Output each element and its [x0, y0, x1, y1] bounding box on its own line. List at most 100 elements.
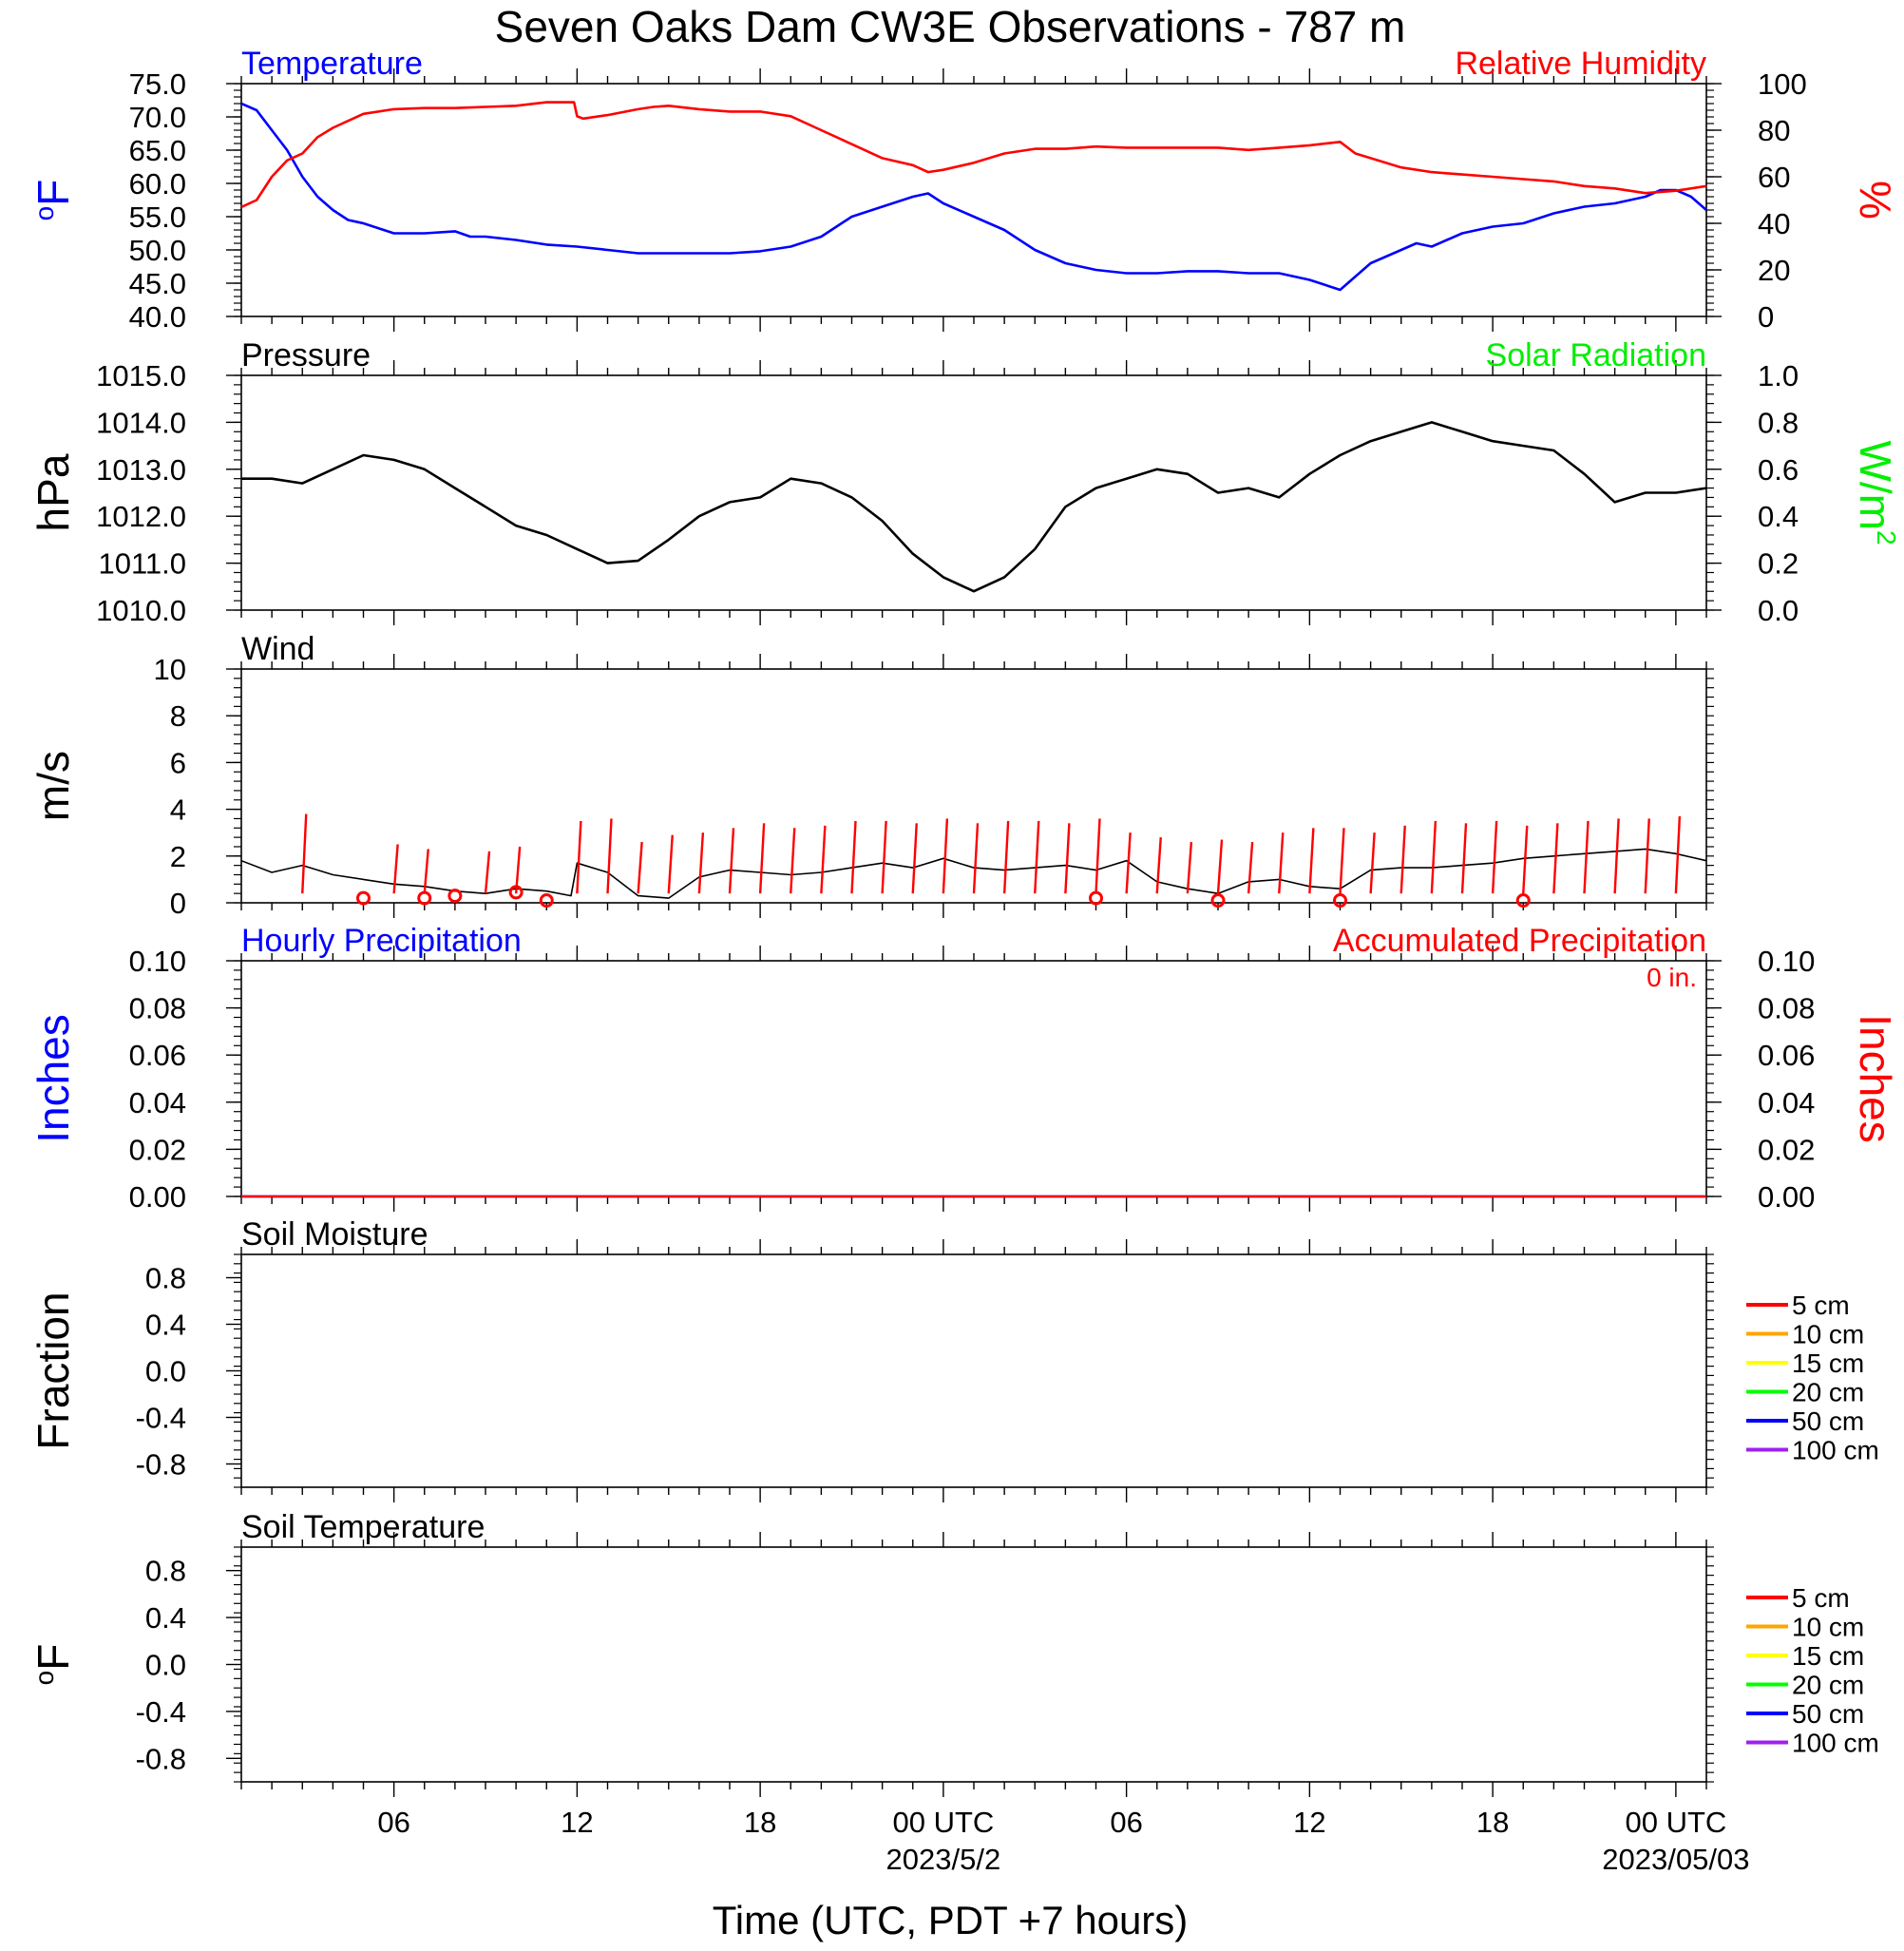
- wind-gust-barb: [1399, 825, 1406, 894]
- left-unit-label: m/s: [29, 751, 78, 821]
- left-tick-label: 60.0: [129, 167, 186, 201]
- legend-label: 5 cm: [1792, 1291, 1850, 1320]
- right-unit-label: W/m2: [1851, 440, 1901, 545]
- x-date-label: 2023/05/03: [1602, 1843, 1749, 1876]
- left-tick-label: 0.10: [129, 945, 186, 978]
- wind-gust-barb: [728, 828, 735, 894]
- right-tick-label: 0: [1758, 300, 1774, 334]
- panel-left-label: Soil Moisture: [241, 1216, 428, 1253]
- left-tick-label: -0.4: [136, 1402, 186, 1435]
- legend-label: 100 cm: [1792, 1729, 1879, 1758]
- unit-letter: F: [29, 1644, 78, 1671]
- x-tick-label: 06: [1110, 1806, 1142, 1839]
- accum-total-label: 0 in.: [1647, 963, 1697, 992]
- right-tick-label: 0.10: [1758, 945, 1815, 978]
- left-tick-label: 0.8: [145, 1555, 186, 1588]
- x-axis-label: Time (UTC, PDT +7 hours): [713, 1898, 1189, 1942]
- legend-item: 5 cm: [1746, 1583, 1850, 1613]
- wind-gust-barb: [758, 823, 766, 894]
- left-tick-label: 1013.0: [96, 453, 186, 487]
- superscript: 2: [1872, 530, 1901, 545]
- legend-label: 20 cm: [1792, 1671, 1864, 1700]
- calm-marker: [508, 885, 524, 900]
- wind-gust-barb: [1095, 818, 1101, 894]
- left-tick-label: 8: [170, 699, 186, 733]
- legend-label: 15 cm: [1792, 1641, 1864, 1671]
- left-tick-label: 0.06: [129, 1039, 186, 1072]
- wind-gust-barb: [392, 844, 399, 894]
- panel-left-label: Soil Temperature: [241, 1509, 485, 1545]
- left-tick-label: 65.0: [129, 134, 186, 167]
- left-tick-label: 6: [170, 746, 186, 779]
- wind-gust-barb: [881, 820, 887, 894]
- x-date-label: 2023/5/2: [886, 1843, 1001, 1876]
- left-tick-label: 45.0: [129, 267, 186, 300]
- wind-gust-barb: [1369, 832, 1376, 894]
- legend-item: 10 cm: [1746, 1613, 1864, 1642]
- left-unit-label: hPa: [29, 453, 78, 531]
- wind-gust-barb: [1430, 820, 1438, 894]
- right-unit-label: Inches: [1851, 1014, 1900, 1143]
- left-tick-label: 1010.0: [96, 594, 186, 627]
- legend-item: 15 cm: [1746, 1641, 1864, 1671]
- plot-frame: [240, 1546, 1707, 1783]
- left-tick-label: 0.00: [129, 1180, 186, 1214]
- left-tick-label: 1014.0: [96, 406, 186, 439]
- wind-gust-barb: [1644, 818, 1650, 894]
- left-tick-label: 0.0: [145, 1649, 186, 1682]
- panel-wind: 10 8 6 4 2 0 Wind m/s: [29, 631, 1714, 920]
- left-tick-label: 0.08: [129, 992, 186, 1025]
- left-tick-label: 0.0: [145, 1355, 186, 1388]
- time-axis: 06 12 18 00 UTC 06 12 18 00 UTC 2023/5/2 2023/05/…: [377, 1806, 1749, 1876]
- legend-item: 100 cm: [1746, 1729, 1879, 1758]
- right-tick-label: 0.6: [1758, 453, 1799, 487]
- x-tick-label: 12: [561, 1806, 593, 1839]
- right-tick-label: 0.06: [1758, 1039, 1815, 1072]
- x-tick-label: 12: [1293, 1806, 1325, 1839]
- wind-gust-barb: [697, 832, 705, 894]
- left-tick-label: 4: [170, 794, 186, 827]
- right-tick-label: 40: [1758, 207, 1790, 240]
- wind-gust-barb: [850, 820, 857, 894]
- left-tick-label: 10: [154, 653, 186, 686]
- plot-frame: [240, 83, 1707, 317]
- left-unit-label: Inches: [29, 1014, 78, 1143]
- x-tick-label: 00 UTC: [1625, 1806, 1726, 1839]
- unit-letter: F: [29, 180, 78, 206]
- left-tick-label: 0.04: [129, 1086, 186, 1119]
- series-line-wind-speed: [240, 848, 1707, 899]
- wind-gust-barb: [1155, 837, 1162, 894]
- left-tick-label: -0.8: [136, 1742, 186, 1775]
- legend-item: 20 cm: [1746, 1671, 1864, 1700]
- wind-gust-barb: [1339, 828, 1345, 894]
- panel-left-label: Temperature: [241, 46, 423, 82]
- legend-label: 10 cm: [1792, 1613, 1864, 1642]
- right-unit-label: %: [1851, 181, 1900, 220]
- panel-pressure-solar: 1015.0 1014.0 1013.0 1012.0 1011.0 1010.0 1.0 0…: [29, 337, 1901, 627]
- wind-gust-barb: [972, 823, 980, 894]
- wind-gust-barb: [1278, 832, 1285, 894]
- legend-label: 5 cm: [1792, 1583, 1850, 1613]
- left-tick-label: 0.4: [145, 1601, 186, 1635]
- series-line-pressure: [241, 421, 1707, 593]
- wind-gust-barb: [606, 818, 613, 894]
- left-unit-label: oF: [29, 1644, 78, 1686]
- right-tick-label: 0.2: [1758, 547, 1799, 581]
- unit-text: W/m: [1851, 440, 1900, 530]
- panel-right-label: Accumulated Precipitation: [1333, 923, 1706, 959]
- left-tick-label: 1011.0: [98, 547, 186, 581]
- left-unit-label: oF: [29, 180, 78, 221]
- legend-label: 100 cm: [1792, 1436, 1879, 1465]
- wind-gust-barb: [1674, 815, 1682, 894]
- x-tick-label: 00 UTC: [892, 1806, 994, 1839]
- panel-right-label: Relative Humidity: [1455, 46, 1706, 82]
- wind-gust-barb: [1613, 818, 1620, 894]
- wind-gust-barb: [1247, 841, 1254, 894]
- calm-marker: [1333, 893, 1347, 909]
- right-tick-label: 1.0: [1758, 359, 1799, 392]
- wind-gust-barb: [820, 825, 827, 894]
- right-tick-label: 0.8: [1758, 406, 1799, 439]
- panel-right-label: Solar Radiation: [1486, 337, 1706, 373]
- calm-marker: [356, 890, 371, 906]
- wind-gust-barb: [576, 820, 582, 894]
